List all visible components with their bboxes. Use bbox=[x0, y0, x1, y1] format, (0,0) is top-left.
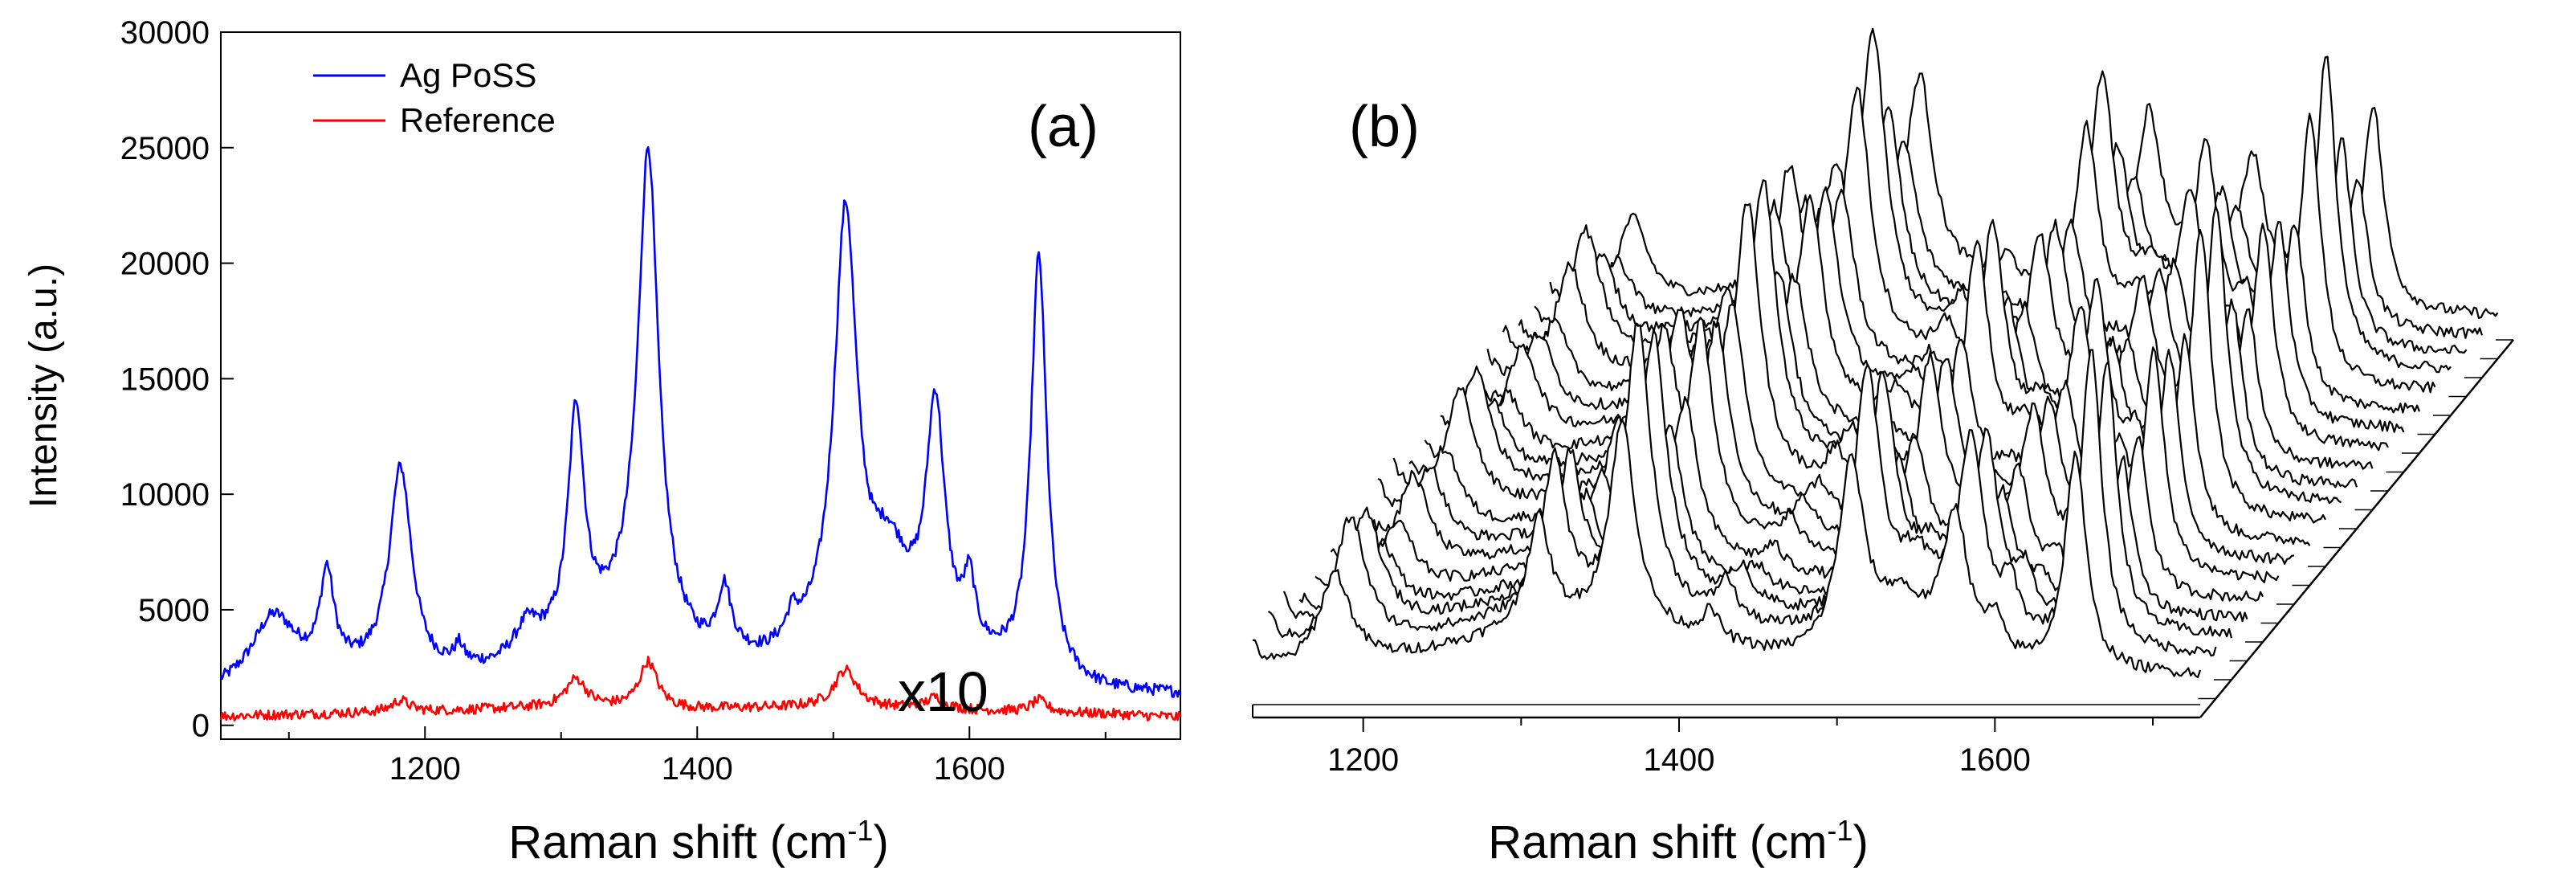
panel-b-axes: 1200 1400 1600 bbox=[1252, 339, 2514, 778]
panel-a-y-axis-label: Intensity (a.u.) bbox=[22, 264, 65, 508]
legend-label-ag-poss: Ag PoSS bbox=[400, 56, 536, 94]
y-tick-label: 25000 bbox=[120, 131, 210, 166]
y-tick-label: 5000 bbox=[138, 593, 210, 628]
panel-a-legend: Ag PoSS Reference bbox=[313, 56, 556, 139]
panel-a-series bbox=[219, 146, 1182, 721]
panel-b-traces bbox=[1252, 27, 2499, 714]
x-tick-label: 1600 bbox=[934, 751, 1005, 787]
b-x-tick-label: 1600 bbox=[1959, 742, 2031, 778]
legend-label-reference: Reference bbox=[400, 101, 556, 139]
panel-a-annotation-x10: x10 bbox=[898, 660, 988, 723]
y-tick-label: 0 bbox=[192, 709, 210, 744]
x-tick-label: 1400 bbox=[662, 751, 733, 787]
panel-b-x-axis-label: Raman shift (cm-1) bbox=[1488, 814, 1869, 869]
b-x-tick-label: 1200 bbox=[1327, 742, 1399, 778]
trace-mask bbox=[1253, 419, 2200, 714]
panel-a-label: (a) bbox=[1028, 95, 1098, 159]
panel-a-plot-frame bbox=[220, 31, 1181, 740]
panel-b-label: (b) bbox=[1349, 95, 1420, 159]
y-tick-label: 10000 bbox=[120, 477, 210, 513]
panel-b: 1200 1400 1600 (b) Raman shift (cm-1) bbox=[1252, 27, 2514, 869]
panel-a-y-ticks: 0 5000 10000 15000 20000 25000 30000 bbox=[120, 15, 234, 744]
panel-a-x-axis-label: Raman shift (cm-1) bbox=[508, 814, 889, 869]
y-tick-label: 20000 bbox=[120, 247, 210, 282]
panel-a-x-ticks: 1200 1400 1600 bbox=[287, 726, 1107, 787]
y-tick-label: 30000 bbox=[120, 15, 210, 51]
y-tick-label: 15000 bbox=[120, 362, 210, 397]
series-line-ag-poss bbox=[219, 146, 1182, 698]
waterfall-trace bbox=[1252, 419, 2202, 679]
b-x-tick-label: 1400 bbox=[1644, 742, 1715, 778]
x-tick-label: 1200 bbox=[389, 751, 461, 787]
series-line-reference bbox=[219, 656, 1182, 721]
